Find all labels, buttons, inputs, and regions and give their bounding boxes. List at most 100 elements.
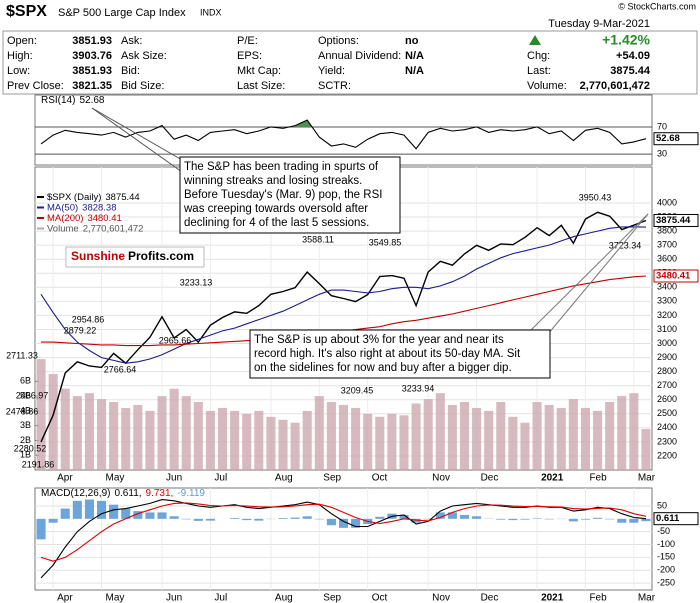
bar (193, 402, 203, 470)
bar (169, 388, 179, 470)
y-tick-label: -150 (657, 552, 675, 562)
note-line: The S&P is up about 3% for the year and … (254, 334, 504, 346)
watermark-box (65, 246, 205, 268)
bar (580, 407, 590, 470)
panel (34, 94, 653, 166)
bar (48, 373, 58, 470)
legend-value: 0.611, (114, 488, 141, 499)
y-tick-label: 3100 (657, 324, 677, 334)
bar (496, 518, 506, 520)
field-value: 3875.44 (610, 65, 651, 77)
y-tick-label: 2900 (657, 352, 677, 362)
bar (472, 516, 482, 519)
bar (435, 393, 445, 470)
bar (593, 410, 603, 470)
field-label: Ask Size: (121, 50, 167, 62)
bar (254, 410, 264, 470)
panel-title: MACD(12,26,9) (41, 488, 110, 499)
note-box (249, 329, 551, 379)
price-label: 3588.11 (302, 234, 334, 244)
bar (109, 402, 119, 470)
value-box (653, 213, 699, 227)
bar (605, 518, 615, 520)
legend-value: -9.119 (177, 488, 205, 499)
note-line: on the sidelines for now and buy after a… (254, 362, 512, 374)
field-label: Volume: (527, 80, 567, 92)
bar (254, 518, 264, 521)
bar (302, 410, 312, 470)
price-label: 3209.45 (341, 385, 374, 395)
y-tick-label: -50 (657, 526, 670, 536)
x-tick-label: Aug (275, 593, 293, 603)
up-arrow (529, 35, 541, 45)
bar (544, 518, 554, 520)
y2-tick-label: 1B (20, 450, 31, 460)
bar (520, 422, 530, 470)
bar (278, 419, 288, 470)
bar (326, 402, 336, 470)
bar (363, 413, 373, 470)
bar (447, 404, 457, 470)
field-label: EPS: (237, 50, 262, 62)
bar (242, 518, 252, 521)
field-label: P/E: (237, 35, 258, 47)
bar (290, 422, 300, 470)
x-tick-label: Apr (57, 593, 73, 603)
price-label: 3549.85 (369, 237, 402, 247)
legend-name: MA(50) (47, 202, 78, 213)
x-tick-label: Feb (589, 593, 607, 603)
exchange: INDX (200, 7, 222, 17)
bar (97, 500, 107, 519)
symbol: $SPX (6, 3, 47, 20)
bar (193, 518, 203, 521)
y-tick-label: 3300 (657, 296, 677, 306)
bar (532, 518, 542, 519)
bar (48, 518, 58, 523)
price-label: 2478.86 (6, 406, 39, 416)
y2-tick-label: 4B (20, 405, 31, 415)
field-label: Chg: (527, 50, 550, 62)
bar (72, 500, 82, 519)
x-tick-label: Mar (638, 593, 656, 603)
y-tick-label: 3600 (657, 254, 677, 264)
price-label: 2879.22 (64, 325, 97, 335)
value-box-label: 52.68 (656, 133, 680, 144)
field-label: Mkt Cap: (237, 65, 281, 77)
bar (121, 407, 131, 470)
bar (520, 518, 530, 520)
y-tick-label: 3000 (657, 338, 677, 348)
field-label: Prev Close: (7, 80, 64, 92)
series-line (40, 502, 647, 562)
bar (36, 518, 46, 540)
x-tick-label: Aug (275, 473, 293, 484)
bar (459, 402, 470, 470)
price-label: 3233.94 (402, 383, 435, 393)
field-value: 3851.93 (72, 65, 112, 77)
pointer (91, 107, 183, 173)
bar (314, 518, 324, 520)
bar (60, 388, 70, 470)
price-label: 2466.97 (16, 390, 49, 400)
y-tick-label: 2600 (657, 394, 677, 404)
bar (605, 402, 615, 470)
bar (411, 403, 421, 470)
field-value: no (405, 35, 419, 47)
price-label: 3233.13 (180, 277, 213, 287)
series-line (40, 226, 647, 364)
bar (326, 518, 336, 526)
price-label: 3950.43 (579, 192, 612, 202)
date: Tuesday 9-Mar-2021 (548, 18, 650, 30)
y-tick-label: 2500 (657, 408, 677, 418)
note-box (179, 156, 401, 234)
y-tick-label: 2700 (657, 380, 677, 390)
field-value: 3903.76 (72, 50, 112, 62)
price-label: 3723.34 (609, 240, 642, 250)
bar (459, 514, 470, 519)
x-tick-label: Dec (481, 593, 499, 603)
bar (145, 512, 155, 519)
x-tick-label: Jun (166, 593, 182, 603)
bar (544, 404, 554, 470)
bar (302, 516, 312, 519)
bar (145, 410, 155, 470)
y-tick-label: 2200 (657, 450, 677, 460)
